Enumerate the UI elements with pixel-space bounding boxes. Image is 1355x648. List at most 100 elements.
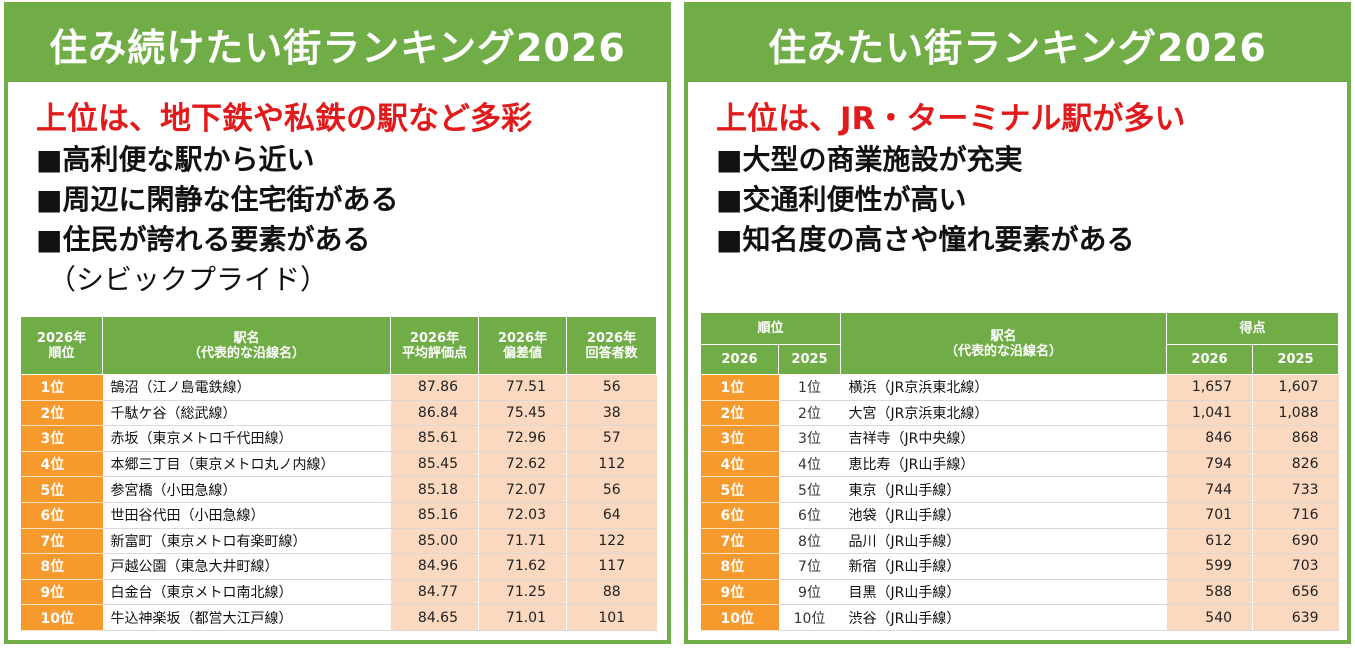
- points-2025-cell: 656: [1252, 579, 1339, 606]
- points-2026-cell: 701: [1166, 502, 1253, 529]
- table-body: 1位 1位 横浜（JR京浜東北線） 1,657 1,607 2位 2位 大宮（JR京浜東北線）…: [700, 374, 1339, 631]
- rank-cell: 7位: [700, 528, 779, 555]
- prev-rank-cell: 9位: [778, 579, 841, 606]
- table-row: 7位 8位 品川（JR山手線） 612 690: [700, 528, 1339, 555]
- points-2026-cell: 846: [1166, 425, 1253, 452]
- score-cell: 86.84: [390, 400, 479, 427]
- station-cell: 大宮（JR京浜東北線）: [840, 400, 1167, 427]
- header-deviation: 2026年 偏差値: [478, 316, 567, 375]
- bullet-item: ■大型の商業施設が充実: [716, 143, 1023, 176]
- table-row: 2位 千駄ケ谷（総武線） 86.84 75.45 38: [20, 400, 657, 427]
- table-row: 6位 6位 池袋（JR山手線） 701 716: [700, 502, 1339, 529]
- station-cell: 牛込神楽坂（都営大江戸線）: [102, 604, 391, 631]
- rank-cell: 9位: [20, 579, 103, 606]
- deviation-cell: 71.62: [478, 553, 567, 580]
- station-cell: 目黒（JR山手線）: [840, 579, 1167, 606]
- points-2025-cell: 826: [1252, 451, 1339, 478]
- header-station: 駅名 （代表的な沿線名）: [102, 316, 391, 375]
- livable-ranking-table: 2026年 順位 駅名 （代表的な沿線名） 2026年 平均評価点 2026年 …: [20, 316, 657, 631]
- prev-rank-cell: 2位: [778, 400, 841, 427]
- desired-ranking-table: 順位 駅名 （代表的な沿線名） 得点 2026 2025 2026 2025 1…: [699, 312, 1340, 631]
- score-cell: 85.18: [390, 476, 479, 503]
- points-2025-cell: 703: [1252, 553, 1339, 580]
- bullet-item: ■高利便な駅から近い: [36, 143, 315, 176]
- score-cell: 84.96: [390, 553, 479, 580]
- respondents-cell: 64: [566, 502, 657, 529]
- prev-rank-cell: 10位: [778, 604, 841, 631]
- station-cell: 千駄ケ谷（総武線）: [102, 400, 391, 427]
- points-2026-cell: 1,041: [1166, 400, 1253, 427]
- points-2025-cell: 733: [1252, 476, 1339, 503]
- respondents-cell: 117: [566, 553, 657, 580]
- deviation-cell: 72.03: [478, 502, 567, 529]
- table-row: 10位 10位 渋谷（JR山手線） 540 639: [700, 604, 1339, 631]
- rank-cell: 5位: [700, 476, 779, 503]
- table-row: 7位 新富町（東京メトロ有楽町線） 85.00 71.71 122: [20, 528, 657, 555]
- panel-title: 住み続けたい街ランキング2026: [8, 6, 667, 82]
- panel-title: 住みたい街ランキング2026: [688, 6, 1347, 82]
- respondents-cell: 38: [566, 400, 657, 427]
- respondents-cell: 122: [566, 528, 657, 555]
- deviation-cell: 72.96: [478, 425, 567, 452]
- rank-cell: 4位: [700, 451, 779, 478]
- header-points-2025: 2025: [1252, 344, 1340, 375]
- header-rank-2025: 2025: [777, 344, 842, 375]
- bullet-item: ■住民が誇れる要素がある: [36, 223, 371, 256]
- respondents-cell: 112: [566, 451, 657, 478]
- bullet-item: ■交通利便性が高い: [716, 183, 967, 216]
- points-2026-cell: 744: [1166, 476, 1253, 503]
- score-cell: 85.61: [390, 425, 479, 452]
- table-row: 3位 赤坂（東京メトロ千代田線） 85.61 72.96 57: [20, 425, 657, 452]
- table-row: 6位 世田谷代田（小田急線） 85.16 72.03 64: [20, 502, 657, 529]
- points-2025-cell: 690: [1252, 528, 1339, 555]
- deviation-cell: 77.51: [478, 374, 567, 401]
- rank-cell: 10位: [700, 604, 779, 631]
- deviation-cell: 71.25: [478, 579, 567, 606]
- table-row: 4位 4位 恵比寿（JR山手線） 794 826: [700, 451, 1339, 478]
- respondents-cell: 88: [566, 579, 657, 606]
- station-cell: 戸越公園（東急大井町線）: [102, 553, 391, 580]
- points-2026-cell: 794: [1166, 451, 1253, 478]
- points-2026-cell: 588: [1166, 579, 1253, 606]
- table-row: 9位 9位 目黒（JR山手線） 588 656: [700, 579, 1339, 606]
- table-row: 9位 白金台（東京メトロ南北線） 84.77 71.25 88: [20, 579, 657, 606]
- station-cell: 渋谷（JR山手線）: [840, 604, 1167, 631]
- rank-cell: 3位: [20, 425, 103, 452]
- rank-cell: 5位: [20, 476, 103, 503]
- rank-cell: 1位: [20, 374, 103, 401]
- points-2025-cell: 868: [1252, 425, 1339, 452]
- table-row: 5位 参宮橋（小田急線） 85.18 72.07 56: [20, 476, 657, 503]
- station-cell: 吉祥寺（JR中央線）: [840, 425, 1167, 452]
- table-row: 8位 戸越公園（東急大井町線） 84.96 71.62 117: [20, 553, 657, 580]
- station-cell: 横浜（JR京浜東北線）: [840, 374, 1167, 401]
- station-cell: 本郷三丁目（東京メトロ丸ノ内線）: [102, 451, 391, 478]
- prev-rank-cell: 1位: [778, 374, 841, 401]
- station-cell: 恵比寿（JR山手線）: [840, 451, 1167, 478]
- score-cell: 85.16: [390, 502, 479, 529]
- header-points: 得点: [1166, 312, 1340, 345]
- bullet-item: ■周辺に閑静な住宅街がある: [36, 183, 399, 216]
- header-station: 駅名 （代表的な沿線名）: [840, 312, 1168, 375]
- score-cell: 87.86: [390, 374, 479, 401]
- livable-ranking-panel: 住み続けたい街ランキング2026 上位は、地下鉄や私鉄の駅など多彩 ■高利便な駅…: [4, 2, 671, 644]
- header-points-2026: 2026: [1166, 344, 1254, 375]
- points-2025-cell: 1,088: [1252, 400, 1339, 427]
- respondents-cell: 56: [566, 374, 657, 401]
- prev-rank-cell: 6位: [778, 502, 841, 529]
- rank-cell: 6位: [700, 502, 779, 529]
- prev-rank-cell: 4位: [778, 451, 841, 478]
- station-cell: 参宮橋（小田急線）: [102, 476, 391, 503]
- points-2025-cell: 639: [1252, 604, 1339, 631]
- prev-rank-cell: 5位: [778, 476, 841, 503]
- deviation-cell: 75.45: [478, 400, 567, 427]
- table-row: 1位 1位 横浜（JR京浜東北線） 1,657 1,607: [700, 374, 1339, 401]
- desired-ranking-panel: 住みたい街ランキング2026 上位は、JR・ターミナル駅が多い ■大型の商業施設…: [684, 2, 1351, 644]
- station-cell: 品川（JR山手線）: [840, 528, 1167, 555]
- score-cell: 85.00: [390, 528, 479, 555]
- rank-cell: 9位: [700, 579, 779, 606]
- deviation-cell: 72.07: [478, 476, 567, 503]
- respondents-cell: 56: [566, 476, 657, 503]
- header-rank: 順位: [699, 312, 842, 345]
- station-cell: 赤坂（東京メトロ千代田線）: [102, 425, 391, 452]
- prev-rank-cell: 3位: [778, 425, 841, 452]
